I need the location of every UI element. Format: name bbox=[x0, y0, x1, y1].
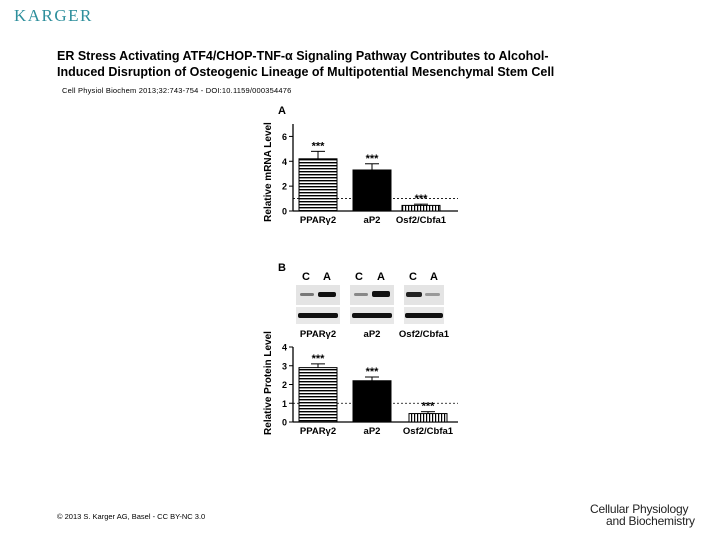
blot-name-ap2: aP2 bbox=[364, 329, 381, 340]
blot-label-a: A bbox=[377, 271, 385, 283]
citation: Cell Physiol Biochem 2013;32:743-754 - D… bbox=[62, 86, 292, 95]
chart-a: 0 2 4 6 *** PPARγ2 *** aP2 *** Osf2/Cbfa1 bbox=[282, 124, 458, 226]
bar-ap2 bbox=[352, 169, 392, 212]
panel-a-ylabel: Relative mRNA Level bbox=[263, 122, 274, 222]
journal-line-2: and Biochemistry bbox=[606, 514, 695, 528]
y-tick-label: 0 bbox=[282, 207, 287, 217]
blot-band bbox=[318, 292, 336, 297]
significance-label: *** bbox=[312, 140, 326, 152]
blot-band bbox=[372, 291, 390, 297]
significance-label: *** bbox=[366, 153, 380, 165]
y-tick-label: 0 bbox=[282, 418, 287, 428]
title-line-1: ER Stress Activating ATF4/CHOP-TNF-α Sig… bbox=[57, 49, 549, 63]
y-tick-label: 2 bbox=[282, 182, 287, 192]
x-category-label: Osf2/Cbfa1 bbox=[403, 426, 454, 437]
x-category-label: PPARγ2 bbox=[300, 426, 336, 437]
y-tick-label: 6 bbox=[282, 132, 287, 142]
bar-ap2 bbox=[352, 380, 392, 423]
blot-label-c: C bbox=[302, 271, 310, 283]
blot-band bbox=[300, 293, 314, 296]
significance-label: *** bbox=[312, 353, 326, 365]
blot-band bbox=[354, 293, 368, 296]
blot-label-a: A bbox=[430, 271, 438, 283]
blot-band bbox=[425, 293, 440, 296]
figure-title: ER Stress Activating ATF4/CHOP-TNF-α Sig… bbox=[57, 48, 657, 80]
panel-b-letter: B bbox=[278, 262, 286, 274]
significance-label: *** bbox=[366, 366, 380, 378]
blot-name-osf2: Osf2/Cbfa1 bbox=[399, 329, 450, 340]
panel-b-ylabel: Relative Protein Level bbox=[263, 331, 274, 435]
x-category-label: Osf2/Cbfa1 bbox=[396, 215, 447, 226]
western-blot: C A C A C A PPARγ2 aP2 Osf2/Cbfa1 bbox=[296, 271, 450, 340]
journal-line-1: Cellular Physiology bbox=[590, 502, 689, 516]
bar-ppar-2 bbox=[298, 158, 338, 212]
blot-band bbox=[406, 292, 422, 297]
y-tick-label: 4 bbox=[282, 157, 287, 167]
y-tick-label: 3 bbox=[282, 361, 287, 371]
blot-label-c: C bbox=[409, 271, 417, 283]
x-category-label: PPARγ2 bbox=[300, 215, 336, 226]
blot-band bbox=[405, 313, 443, 318]
chart-b: 0 1 2 3 4 *** PPARγ2 *** aP2 *** Osf2/Cbfa1 bbox=[282, 343, 458, 437]
x-category-label: aP2 bbox=[364, 426, 381, 437]
panel-a-letter: A bbox=[278, 105, 286, 117]
journal-logo: Cellular Physiology and Biochemistry bbox=[590, 503, 695, 527]
y-tick-label: 2 bbox=[282, 380, 287, 390]
blot-name-ppar: PPARγ2 bbox=[300, 329, 336, 340]
significance-label: *** bbox=[422, 401, 436, 413]
copyright: © 2013 S. Karger AG, Basel - CC BY-NC 3.… bbox=[57, 512, 206, 521]
bar-osf2-cbfa1 bbox=[408, 413, 448, 423]
blot-box-osf2-top bbox=[404, 285, 444, 305]
blot-label-c: C bbox=[355, 271, 363, 283]
y-tick-label: 4 bbox=[282, 343, 287, 353]
blot-band bbox=[298, 313, 338, 318]
x-category-label: aP2 bbox=[364, 215, 381, 226]
title-line-2: Induced Disruption of Osteogenic Lineage… bbox=[57, 65, 555, 79]
bar-osf2-cbfa1 bbox=[401, 204, 441, 212]
karger-logo: KARGER bbox=[14, 6, 93, 25]
y-tick-label: 1 bbox=[282, 399, 287, 409]
blot-band bbox=[352, 313, 392, 318]
significance-label: *** bbox=[415, 193, 429, 205]
blot-label-a: A bbox=[323, 271, 331, 283]
bar-ppar-2 bbox=[298, 367, 338, 423]
